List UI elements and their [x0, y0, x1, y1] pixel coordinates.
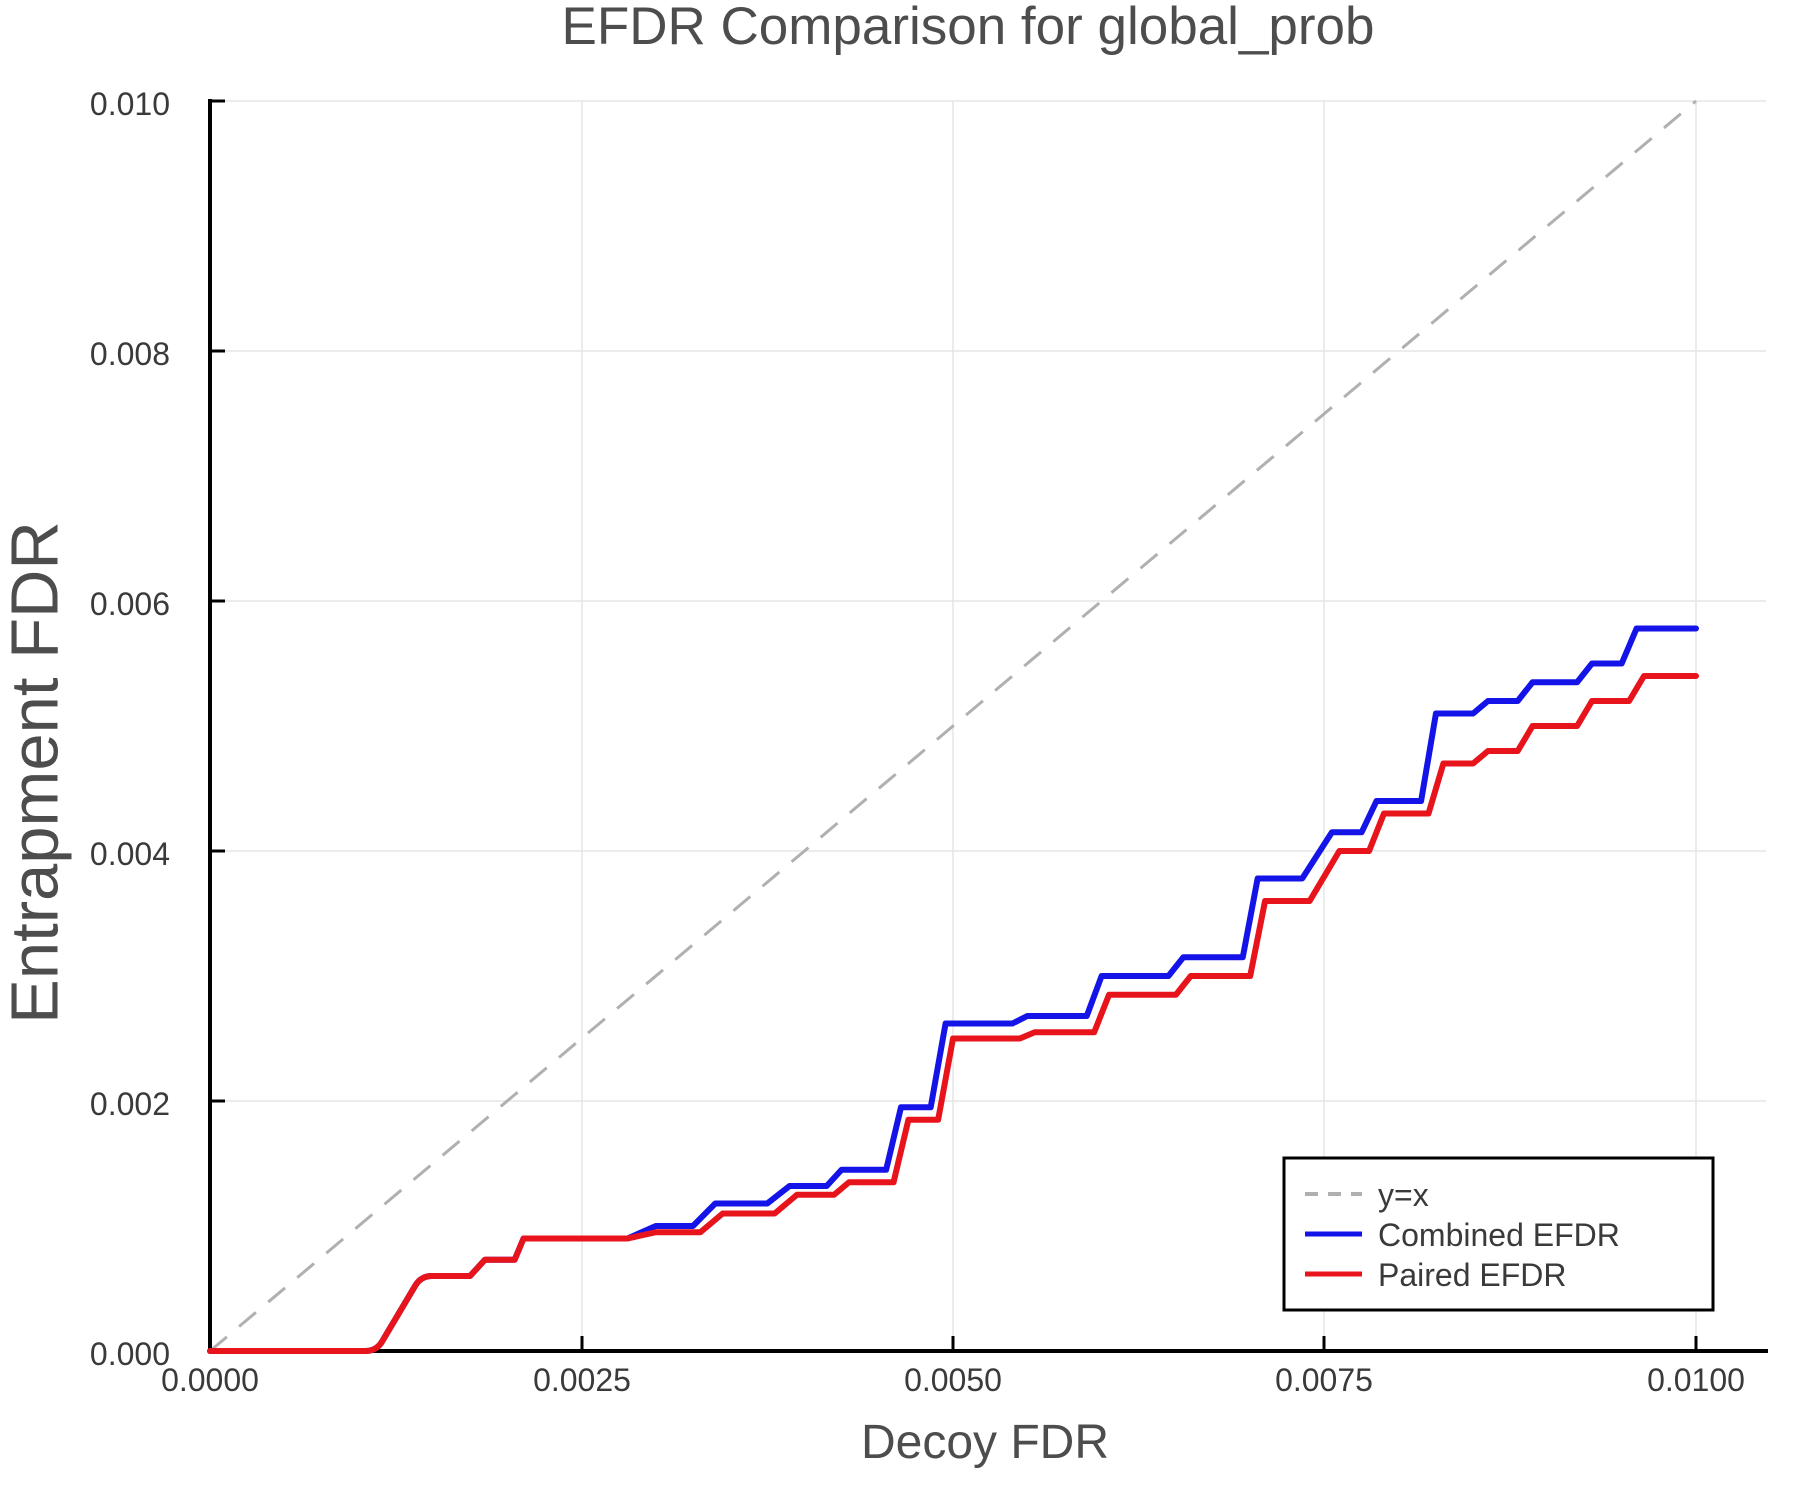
svg-text:Combined EFDR: Combined EFDR — [1378, 1217, 1620, 1253]
svg-text:Paired EFDR: Paired EFDR — [1378, 1257, 1567, 1293]
svg-text:y=x: y=x — [1378, 1177, 1429, 1213]
